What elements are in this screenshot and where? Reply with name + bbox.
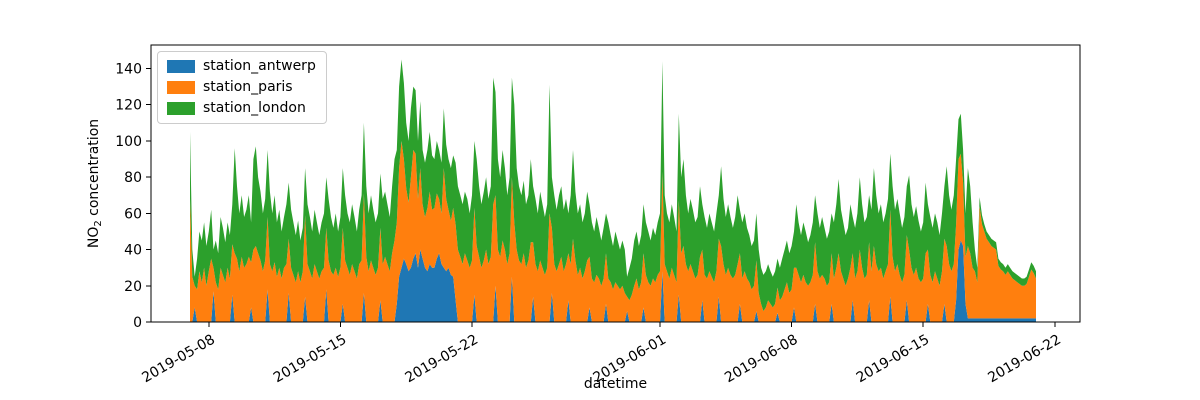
legend: station_antwerp station_paris station_lo… <box>157 51 327 124</box>
legend-label-london: station_london <box>203 100 306 116</box>
legend-swatch-antwerp-icon <box>167 60 195 73</box>
legend-item-london: station_london <box>167 101 316 116</box>
legend-label-paris: station_paris <box>203 79 293 95</box>
x-axis-label: datetime <box>584 376 647 392</box>
plot-border <box>150 44 1081 323</box>
y-tick-label: 20 <box>124 279 142 295</box>
y-tick-label: 80 <box>124 170 142 186</box>
x-tick-label: 2019-06-15 <box>854 332 932 387</box>
area-station_antwerp <box>190 240 1036 322</box>
y-tick-label: 0 <box>133 315 142 331</box>
x-tick-label: 2019-06-08 <box>722 332 800 387</box>
y-tick-label: 120 <box>115 98 142 114</box>
legend-label-antwerp: station_antwerp <box>203 58 316 74</box>
x-tick-label: 2019-05-08 <box>139 332 217 387</box>
y-tick-label: 140 <box>115 62 142 78</box>
area-station_london <box>190 59 1036 312</box>
x-tick-label: 2019-05-15 <box>271 332 349 387</box>
legend-item-paris: station_paris <box>167 80 316 95</box>
y-tick-label: 100 <box>115 134 142 150</box>
legend-swatch-london-icon <box>167 102 195 115</box>
legend-swatch-paris-icon <box>167 81 195 94</box>
y-tick-label: 40 <box>124 243 142 259</box>
legend-item-antwerp: station_antwerp <box>167 59 316 74</box>
area-station_paris <box>190 141 1036 322</box>
y-axis-label: NO2 concentration <box>86 119 104 248</box>
y-tick-label: 60 <box>124 206 142 222</box>
x-tick-label: 2019-06-22 <box>985 332 1063 387</box>
x-tick-label: 2019-05-22 <box>403 332 481 387</box>
